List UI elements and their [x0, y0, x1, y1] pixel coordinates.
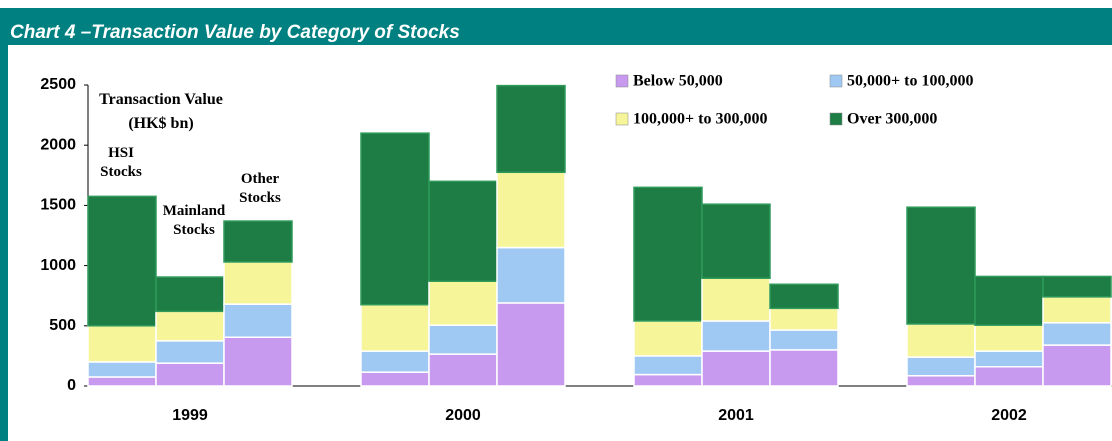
legend-swatch [615, 74, 629, 88]
y-tick-label: 0 [67, 377, 76, 394]
annotation: Other Stocks [239, 171, 281, 206]
bar-segment [701, 320, 771, 352]
y-axis-title: Transaction Value (HK$ bn) [99, 91, 223, 132]
bar-segment [769, 307, 839, 331]
bar-segment [1042, 296, 1112, 324]
bar-segment [633, 355, 703, 376]
bar-segment [223, 220, 293, 263]
legend-swatch [829, 74, 843, 88]
chart-title: Chart 4 –Transaction Value by Category o… [10, 22, 460, 43]
legend-swatch [615, 112, 629, 126]
bar-segment [155, 340, 225, 364]
x-tick-label: 1999 [172, 407, 208, 424]
bar-segment [906, 375, 976, 387]
bar-segment [701, 203, 771, 279]
bar-segment [1042, 344, 1112, 387]
bar-segment [360, 371, 430, 387]
bar-segment [769, 283, 839, 310]
bar-segment [87, 325, 157, 363]
bar-segment [974, 275, 1044, 326]
x-tick-label: 2001 [718, 407, 754, 424]
bar-segment [496, 246, 566, 304]
bar-segment [87, 376, 157, 387]
y-tick-label: 1000 [40, 257, 76, 274]
legend-label: Over 300,000 [847, 111, 937, 128]
bar-segment [1042, 322, 1112, 346]
bar-segment [496, 302, 566, 387]
bar-segment [360, 350, 430, 373]
bar-segment [155, 276, 225, 313]
bar-segment [155, 310, 225, 342]
bar-segment [906, 206, 976, 325]
bar-segment [633, 186, 703, 322]
x-tick-label: 2000 [445, 407, 481, 424]
bar-segment [633, 373, 703, 387]
annotation: Mainland Stocks [162, 203, 226, 238]
bar-segment [906, 356, 976, 377]
y-tick-label: 1500 [40, 197, 76, 214]
y-tick-label: 500 [49, 317, 76, 334]
bar-segment [428, 324, 498, 355]
bar-segment [906, 323, 976, 358]
bar-segment [87, 361, 157, 378]
bar-segment [1042, 275, 1112, 298]
legend-label: Below 50,000 [633, 73, 723, 90]
y-tick-label: 2000 [40, 136, 76, 153]
title-bar [0, 8, 1112, 45]
bar-segment [223, 261, 293, 305]
x-tick-label: 2002 [991, 407, 1027, 424]
bar-segment [360, 303, 430, 352]
bar-segment [223, 303, 293, 338]
bar-segment [974, 365, 1044, 387]
legend-label: 50,000+ to 100,000 [847, 73, 973, 90]
bar-segment [701, 350, 771, 387]
legend-label: 100,000+ to 300,000 [633, 111, 767, 128]
bar-segment [428, 280, 498, 326]
frame-left [0, 45, 8, 441]
bar-segment [974, 324, 1044, 352]
legend-swatch [829, 112, 843, 126]
bar-segment [223, 336, 293, 387]
bar-segment [974, 350, 1044, 368]
bar-segment [87, 195, 157, 327]
bar-segment [769, 329, 839, 351]
y-tick-label: 2500 [40, 76, 76, 93]
bar-segment [428, 180, 498, 283]
bar-segment [360, 132, 430, 306]
bar-segment [633, 320, 703, 357]
bar-segment [155, 362, 225, 387]
bar-segment [769, 349, 839, 387]
bar-segment [428, 353, 498, 387]
annotation: HSI Stocks [100, 145, 142, 180]
bar-segment [496, 84, 566, 174]
bar-segment [496, 171, 566, 249]
bar-segment [701, 277, 771, 322]
